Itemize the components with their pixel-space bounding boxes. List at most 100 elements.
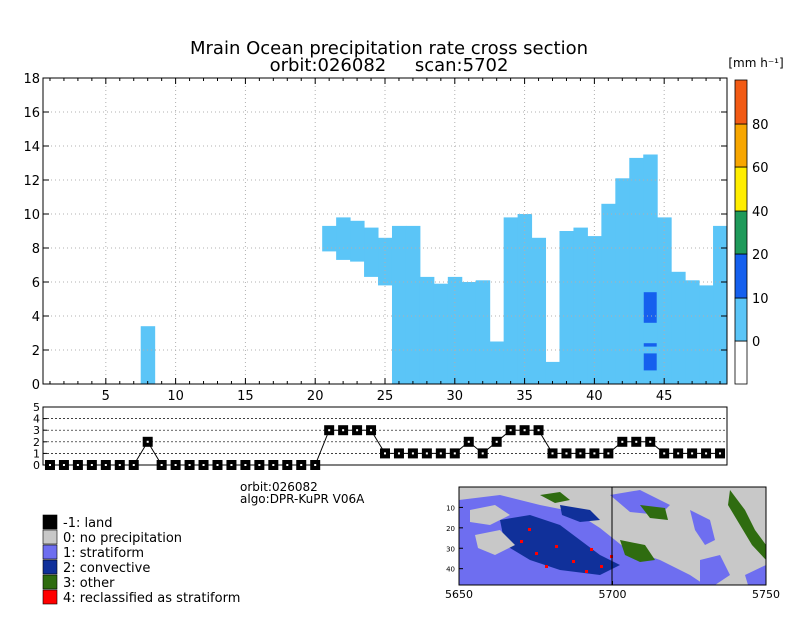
colorbar-label: 20 xyxy=(752,248,769,263)
type-y-tick-label: 1 xyxy=(33,447,40,460)
x-tick-label: 30 xyxy=(447,389,464,404)
rain-column xyxy=(405,225,421,384)
type-marker-dot xyxy=(48,464,51,466)
stratiform-area xyxy=(745,565,766,585)
type-marker-dot xyxy=(356,429,359,432)
type-marker-dot xyxy=(481,452,484,455)
rain-column xyxy=(489,341,505,384)
other-area xyxy=(640,505,668,520)
rain-column xyxy=(531,237,547,384)
rain-column xyxy=(559,231,574,384)
legend-label: 3: other xyxy=(63,576,115,591)
type-frame xyxy=(42,406,728,466)
colorbar-label: 60 xyxy=(752,161,769,176)
legend-swatch xyxy=(42,589,58,605)
rain-column xyxy=(350,220,365,262)
type-marker-dot xyxy=(132,464,135,466)
rain-column xyxy=(643,154,658,384)
reclassified-pixel xyxy=(585,570,588,573)
legend-label: 2: convective xyxy=(63,561,150,576)
y-tick-label: 10 xyxy=(23,208,40,223)
rain-column xyxy=(671,271,686,384)
map-y-tick-label: 10 xyxy=(446,504,455,512)
type-marker-dot xyxy=(607,452,610,455)
type-marker-dot xyxy=(593,452,596,455)
precip-type-map: 5650 5700 5750 10 20 30 40 xyxy=(445,486,780,601)
y-tick-label: 18 xyxy=(23,72,40,87)
reclassified-pixel xyxy=(572,560,575,563)
x-tick-label: 40 xyxy=(586,389,603,404)
legend-label: 4: reclassified as stratiform xyxy=(63,591,240,606)
type-marker-dot xyxy=(509,429,512,432)
type-y-tick-label: 4 xyxy=(33,413,40,426)
no-rain-gap xyxy=(475,530,515,555)
type-y-tick-label: 2 xyxy=(33,436,40,449)
y-tick-label: 8 xyxy=(32,242,40,257)
rain-column xyxy=(685,280,700,384)
reclassified-pixel xyxy=(535,552,538,555)
rain-column xyxy=(629,157,644,384)
rain-column xyxy=(601,203,616,384)
rain-column xyxy=(461,282,477,384)
map-y-tick-label: 40 xyxy=(446,566,455,574)
type-marker-dot xyxy=(565,452,568,455)
type-marker-dot xyxy=(76,464,79,466)
colorbar-unit: [mm h⁻¹] xyxy=(728,56,783,70)
type-marker-dot xyxy=(272,464,275,466)
rain-column xyxy=(615,178,630,384)
colorbar-label: 40 xyxy=(752,205,769,220)
x-tick-label: 10 xyxy=(167,389,184,404)
y-tick-label: 4 xyxy=(32,310,40,325)
type-y-tick-label: 3 xyxy=(33,424,40,437)
rain-column xyxy=(699,285,714,384)
algo-label: algo:DPR-KuPR V06A xyxy=(240,492,365,506)
type-y-tick-label: 0 xyxy=(33,459,40,472)
moderate-rain-cell xyxy=(643,343,657,347)
type-marker-dot xyxy=(160,464,163,466)
rain-column xyxy=(713,225,728,384)
type-marker-dot xyxy=(705,452,708,455)
type-marker-dot xyxy=(691,452,694,455)
other-area xyxy=(728,490,766,560)
type-marker-dot xyxy=(118,464,121,466)
y-tick-label: 6 xyxy=(32,276,40,291)
type-marker-dot xyxy=(649,440,652,443)
x-tick-label: 20 xyxy=(307,389,324,404)
rain-column xyxy=(364,227,379,277)
rain-column xyxy=(433,283,449,384)
type-marker-dot xyxy=(104,464,107,466)
moderate-rain-cell xyxy=(643,353,657,371)
colorbar-segment xyxy=(734,340,748,385)
type-marker-dot xyxy=(425,452,428,455)
map-y-tick-label: 30 xyxy=(446,545,455,553)
colorbar-segment xyxy=(734,166,748,212)
y-tick-label: 0 xyxy=(32,378,40,393)
rain-column xyxy=(378,237,393,286)
colorbar-label: 80 xyxy=(752,118,769,133)
x-tick-label: 35 xyxy=(516,389,533,404)
map-y-tick-label: 20 xyxy=(446,525,455,533)
rain-column xyxy=(545,361,560,384)
stratiform-area xyxy=(700,555,730,585)
y-tick-label: 12 xyxy=(23,174,40,189)
type-y-tick-label: 5 xyxy=(33,401,40,414)
type-marker-dot xyxy=(216,464,219,466)
colorbar: 0 10 20 40 60 80 xyxy=(734,79,769,385)
type-marker-dot xyxy=(621,440,624,443)
colorbar-segment xyxy=(734,123,748,168)
y-tick-label: 2 xyxy=(32,344,40,359)
x-tick-label: 25 xyxy=(377,389,394,404)
other-area xyxy=(540,492,570,503)
rain-column xyxy=(140,326,156,384)
type-marker-dot xyxy=(663,452,666,455)
type-marker-dot xyxy=(314,464,317,466)
x-tick-label: 5 xyxy=(102,389,110,404)
type-marker-dot xyxy=(677,452,680,455)
rain-column xyxy=(657,217,672,384)
type-marker-dot xyxy=(579,452,582,455)
x-tick-label: 45 xyxy=(656,389,673,404)
rain-column xyxy=(322,225,337,252)
legend-swatch xyxy=(42,559,58,575)
